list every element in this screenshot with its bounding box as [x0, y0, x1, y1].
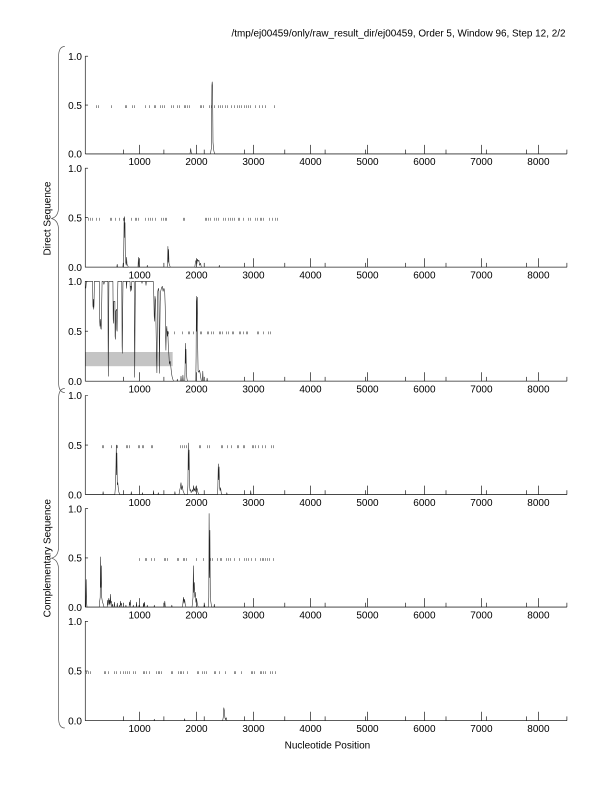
svg-text:1.0: 1.0 — [68, 164, 82, 175]
svg-text:0.5: 0.5 — [68, 441, 82, 452]
svg-text:6000: 6000 — [413, 384, 436, 395]
svg-text:/tmp/ej00459/only/raw_result_d: /tmp/ej00459/only/raw_result_dir/ej00459… — [232, 29, 566, 40]
svg-text:8000: 8000 — [527, 157, 550, 168]
svg-text:0.0: 0.0 — [68, 150, 82, 161]
svg-text:8000: 8000 — [527, 384, 550, 395]
svg-text:1000: 1000 — [128, 498, 151, 509]
svg-text:3000: 3000 — [242, 270, 265, 281]
svg-text:5000: 5000 — [356, 610, 379, 621]
svg-text:0.5: 0.5 — [68, 554, 82, 565]
svg-text:1.0: 1.0 — [68, 277, 82, 288]
svg-text:Direct Sequence: Direct Sequence — [42, 181, 53, 255]
svg-text:7000: 7000 — [470, 157, 493, 168]
svg-text:4000: 4000 — [299, 157, 322, 168]
svg-text:3000: 3000 — [242, 724, 265, 735]
svg-text:7000: 7000 — [470, 610, 493, 621]
svg-text:1.0: 1.0 — [68, 617, 82, 628]
svg-text:6000: 6000 — [413, 157, 436, 168]
svg-text:0.5: 0.5 — [68, 101, 82, 112]
svg-text:1000: 1000 — [128, 724, 151, 735]
svg-text:2000: 2000 — [185, 384, 208, 395]
svg-text:Nucleotide Position: Nucleotide Position — [285, 740, 371, 751]
svg-text:3000: 3000 — [242, 384, 265, 395]
svg-text:6000: 6000 — [413, 270, 436, 281]
svg-text:Complementary Sequence: Complementary Sequence — [42, 499, 53, 618]
svg-text:1000: 1000 — [128, 157, 151, 168]
svg-text:8000: 8000 — [527, 270, 550, 281]
svg-text:8000: 8000 — [527, 498, 550, 509]
svg-text:5000: 5000 — [356, 724, 379, 735]
svg-text:7000: 7000 — [470, 498, 493, 509]
svg-text:1000: 1000 — [128, 610, 151, 621]
svg-text:0.5: 0.5 — [68, 327, 82, 338]
svg-text:2000: 2000 — [185, 498, 208, 509]
svg-text:4000: 4000 — [299, 270, 322, 281]
svg-text:5000: 5000 — [356, 157, 379, 168]
svg-text:4000: 4000 — [299, 724, 322, 735]
svg-text:6000: 6000 — [413, 498, 436, 509]
svg-text:6000: 6000 — [413, 610, 436, 621]
svg-text:5000: 5000 — [356, 270, 379, 281]
svg-text:0.0: 0.0 — [68, 716, 82, 727]
svg-text:5000: 5000 — [356, 384, 379, 395]
svg-text:1.0: 1.0 — [68, 504, 82, 515]
svg-text:2000: 2000 — [185, 610, 208, 621]
svg-text:1000: 1000 — [128, 384, 151, 395]
svg-text:1.0: 1.0 — [68, 52, 82, 63]
svg-text:0.5: 0.5 — [68, 667, 82, 678]
svg-text:0.5: 0.5 — [68, 213, 82, 224]
svg-text:2000: 2000 — [185, 724, 208, 735]
svg-text:5000: 5000 — [356, 498, 379, 509]
svg-text:7000: 7000 — [470, 724, 493, 735]
svg-text:3000: 3000 — [242, 157, 265, 168]
svg-text:6000: 6000 — [413, 724, 436, 735]
svg-text:2000: 2000 — [185, 157, 208, 168]
svg-text:3000: 3000 — [242, 498, 265, 509]
svg-text:1000: 1000 — [128, 270, 151, 281]
svg-text:7000: 7000 — [470, 270, 493, 281]
svg-text:4000: 4000 — [299, 610, 322, 621]
svg-text:4000: 4000 — [299, 384, 322, 395]
svg-text:0.0: 0.0 — [68, 603, 82, 614]
svg-text:0.0: 0.0 — [68, 490, 82, 501]
svg-text:4000: 4000 — [299, 498, 322, 509]
svg-text:0.0: 0.0 — [68, 377, 82, 388]
svg-text:8000: 8000 — [527, 724, 550, 735]
svg-text:7000: 7000 — [470, 384, 493, 395]
svg-text:0.0: 0.0 — [68, 263, 82, 274]
svg-text:1.0: 1.0 — [68, 391, 82, 402]
svg-text:8000: 8000 — [527, 610, 550, 621]
svg-text:3000: 3000 — [242, 610, 265, 621]
svg-text:2000: 2000 — [185, 270, 208, 281]
